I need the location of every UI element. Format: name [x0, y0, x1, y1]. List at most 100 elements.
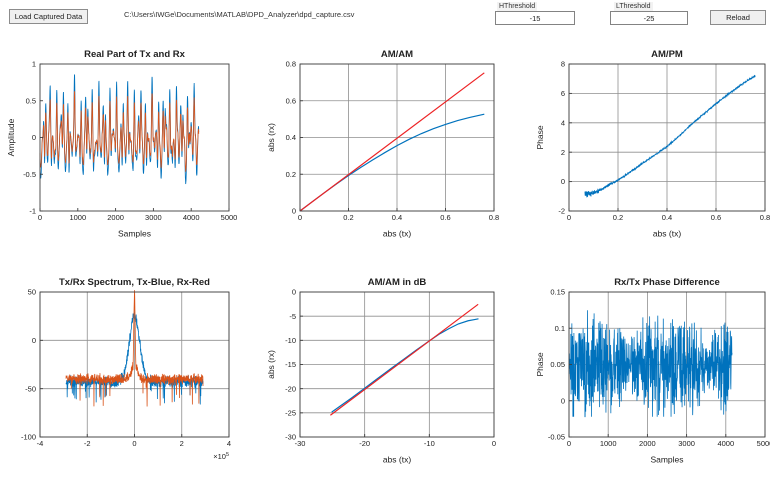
- series-phase-difference: [568, 310, 733, 418]
- hthreshold-input[interactable]: [495, 11, 575, 25]
- svg-text:4: 4: [561, 118, 565, 127]
- svg-text:0: 0: [492, 439, 496, 448]
- svg-text:0.2: 0.2: [343, 213, 353, 222]
- svg-text:2: 2: [561, 148, 565, 157]
- svg-text:0: 0: [292, 207, 296, 216]
- svg-text:Phase: Phase: [535, 125, 545, 149]
- svg-text:0: 0: [567, 439, 571, 448]
- svg-text:0.1: 0.1: [555, 324, 565, 333]
- svg-text:0: 0: [567, 213, 571, 222]
- hthreshold-label: HThreshold: [497, 2, 537, 11]
- svg-text:0: 0: [32, 336, 36, 345]
- lthreshold-label: LThreshold: [614, 2, 653, 11]
- svg-text:2000: 2000: [639, 439, 656, 448]
- svg-text:Phase: Phase: [535, 352, 545, 376]
- svg-text:0.15: 0.15: [550, 288, 565, 297]
- plot-real: 0 1000 2000 3000 4000 5000 -1 -0.5 0 0.5 1 Real Par…: [6, 49, 237, 239]
- reload-button[interactable]: Reload: [710, 10, 766, 25]
- svg-text:0.4: 0.4: [286, 133, 296, 142]
- svg-text:-20: -20: [285, 384, 296, 393]
- svg-text:0.2: 0.2: [286, 170, 296, 179]
- svg-text:-4: -4: [37, 439, 44, 448]
- svg-text:AM/PM: AM/PM: [651, 49, 683, 60]
- series-linear-reference-dB: [330, 303, 479, 416]
- svg-text:-5: -5: [289, 312, 296, 321]
- svg-text:AM/AM in dB: AM/AM in dB: [368, 277, 427, 288]
- series-Tx: [39, 74, 200, 185]
- svg-text:abs (tx): abs (tx): [383, 455, 412, 465]
- svg-text:Tx/Rx Spectrum, Tx-Blue, Rx-Re: Tx/Rx Spectrum, Tx-Blue, Rx-Red: [59, 277, 210, 288]
- svg-text:abs (tx): abs (tx): [383, 229, 412, 239]
- svg-text:-1: -1: [29, 207, 36, 216]
- series-Rx-spectrum: [65, 290, 204, 407]
- svg-text:-10: -10: [424, 439, 435, 448]
- svg-text:0: 0: [132, 439, 136, 448]
- svg-text:0.05: 0.05: [550, 360, 565, 369]
- svg-text:-25: -25: [285, 408, 296, 417]
- svg-text:-0.05: -0.05: [548, 433, 565, 442]
- svg-text:-0.5: -0.5: [23, 170, 36, 179]
- svg-text:5000: 5000: [757, 439, 770, 448]
- plot-amam: 0 0.2 0.4 0.6 0.8 0 0.2 0.4 0.6 0.8 AM/AM abs (tx) a…: [266, 49, 499, 239]
- svg-text:abs (tx): abs (tx): [653, 229, 682, 239]
- series-measured-gain: [299, 113, 485, 212]
- svg-text:4: 4: [227, 439, 231, 448]
- svg-text:0.6: 0.6: [286, 96, 296, 105]
- svg-text:abs (rx): abs (rx): [266, 350, 276, 379]
- svg-text:0.8: 0.8: [286, 60, 296, 69]
- svg-text:Rx/Tx Phase Difference: Rx/Tx Phase Difference: [614, 277, 720, 288]
- svg-text:50: 50: [28, 288, 36, 297]
- svg-text:Samples: Samples: [650, 455, 683, 465]
- svg-text:4000: 4000: [183, 213, 200, 222]
- svg-text:0: 0: [561, 396, 565, 405]
- svg-text:0.8: 0.8: [489, 213, 499, 222]
- svg-text:AM/AM: AM/AM: [381, 49, 413, 60]
- file-path-text: C:\Users\IWGe\Documents\MATLAB\DPD_Analy…: [124, 10, 355, 19]
- svg-text:0: 0: [292, 288, 296, 297]
- series-linear-reference: [299, 72, 485, 212]
- svg-text:-50: -50: [25, 384, 36, 393]
- series-Rx: [39, 91, 200, 172]
- plot-phasediff: 010002000300040005000-0.0500.050.10.15Rx…: [535, 277, 770, 465]
- svg-text:×105: ×105: [213, 452, 229, 461]
- svg-text:4000: 4000: [717, 439, 734, 448]
- svg-text:0: 0: [561, 177, 565, 186]
- svg-text:1: 1: [32, 60, 36, 69]
- svg-text:0: 0: [38, 213, 42, 222]
- svg-text:0: 0: [32, 133, 36, 142]
- svg-text:abs (rx): abs (rx): [266, 123, 276, 152]
- load-captured-data-button[interactable]: Load Captured Data: [9, 9, 88, 24]
- svg-text:Samples: Samples: [118, 229, 151, 239]
- svg-text:2000: 2000: [107, 213, 124, 222]
- svg-text:6: 6: [561, 89, 565, 98]
- svg-text:Amplitude: Amplitude: [6, 118, 16, 156]
- plot-amamdb: -30 -20 -10 0 -30 -25 -20 -15 -10 -5 0 AM/AM in dB a…: [266, 277, 496, 465]
- svg-text:-30: -30: [295, 439, 306, 448]
- svg-text:3000: 3000: [678, 439, 695, 448]
- svg-text:-15: -15: [285, 360, 296, 369]
- series-measured-gain-dB: [331, 318, 479, 413]
- plot-spectrum: -4 -2 0 2 4 -100 -50 0 50 Tx/Rx Spectrum, Tx-Blue…: [21, 277, 231, 461]
- svg-text:0.6: 0.6: [711, 213, 721, 222]
- svg-text:0.4: 0.4: [662, 213, 672, 222]
- svg-text:0.6: 0.6: [440, 213, 450, 222]
- svg-text:Real Part of Tx and Rx: Real Part of Tx and Rx: [84, 49, 186, 60]
- lthreshold-input[interactable]: [610, 11, 688, 25]
- svg-text:3000: 3000: [145, 213, 162, 222]
- svg-text:0.8: 0.8: [760, 213, 770, 222]
- svg-text:0.5: 0.5: [26, 96, 36, 105]
- svg-text:5000: 5000: [221, 213, 238, 222]
- svg-text:0.2: 0.2: [613, 213, 623, 222]
- svg-text:-20: -20: [359, 439, 370, 448]
- svg-text:-30: -30: [285, 433, 296, 442]
- svg-text:1000: 1000: [69, 213, 86, 222]
- svg-text:8: 8: [561, 60, 565, 69]
- svg-text:2: 2: [180, 439, 184, 448]
- svg-text:0: 0: [298, 213, 302, 222]
- svg-text:-10: -10: [285, 336, 296, 345]
- svg-text:0.4: 0.4: [392, 213, 402, 222]
- svg-text:-100: -100: [21, 433, 36, 442]
